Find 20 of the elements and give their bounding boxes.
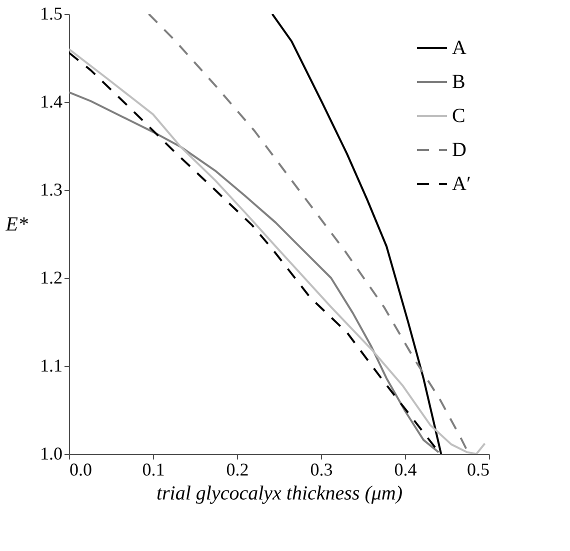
line-series [271, 14, 442, 454]
y-tick-label: 1.0 [40, 444, 62, 464]
legend-label: C [452, 105, 466, 127]
x-axis-title: trial glycocalyx thickness (μm) [156, 482, 403, 504]
x-tick-label: 0.5 [467, 460, 490, 480]
x-tick-label: 0.2 [226, 460, 249, 480]
legend-label: B [452, 71, 466, 93]
y-tick-label: 1.1 [40, 356, 62, 376]
legend-label: A [452, 37, 467, 59]
x-tick-label: 0.1 [142, 460, 165, 480]
y-tick-label: 1.2 [40, 268, 62, 288]
legend-label: A′ [452, 173, 471, 195]
x-tick-label: 0.0 [70, 460, 92, 480]
y-tick-label: 1.5 [40, 4, 62, 24]
y-tick-label: 1.4 [40, 92, 62, 112]
legend-label: D [452, 139, 466, 161]
y-tick-label: 1.3 [40, 180, 62, 200]
x-tick-label: 0.3 [310, 460, 333, 480]
x-tick-label: 0.4 [394, 460, 417, 480]
y-axis-title: E* [4, 214, 28, 236]
